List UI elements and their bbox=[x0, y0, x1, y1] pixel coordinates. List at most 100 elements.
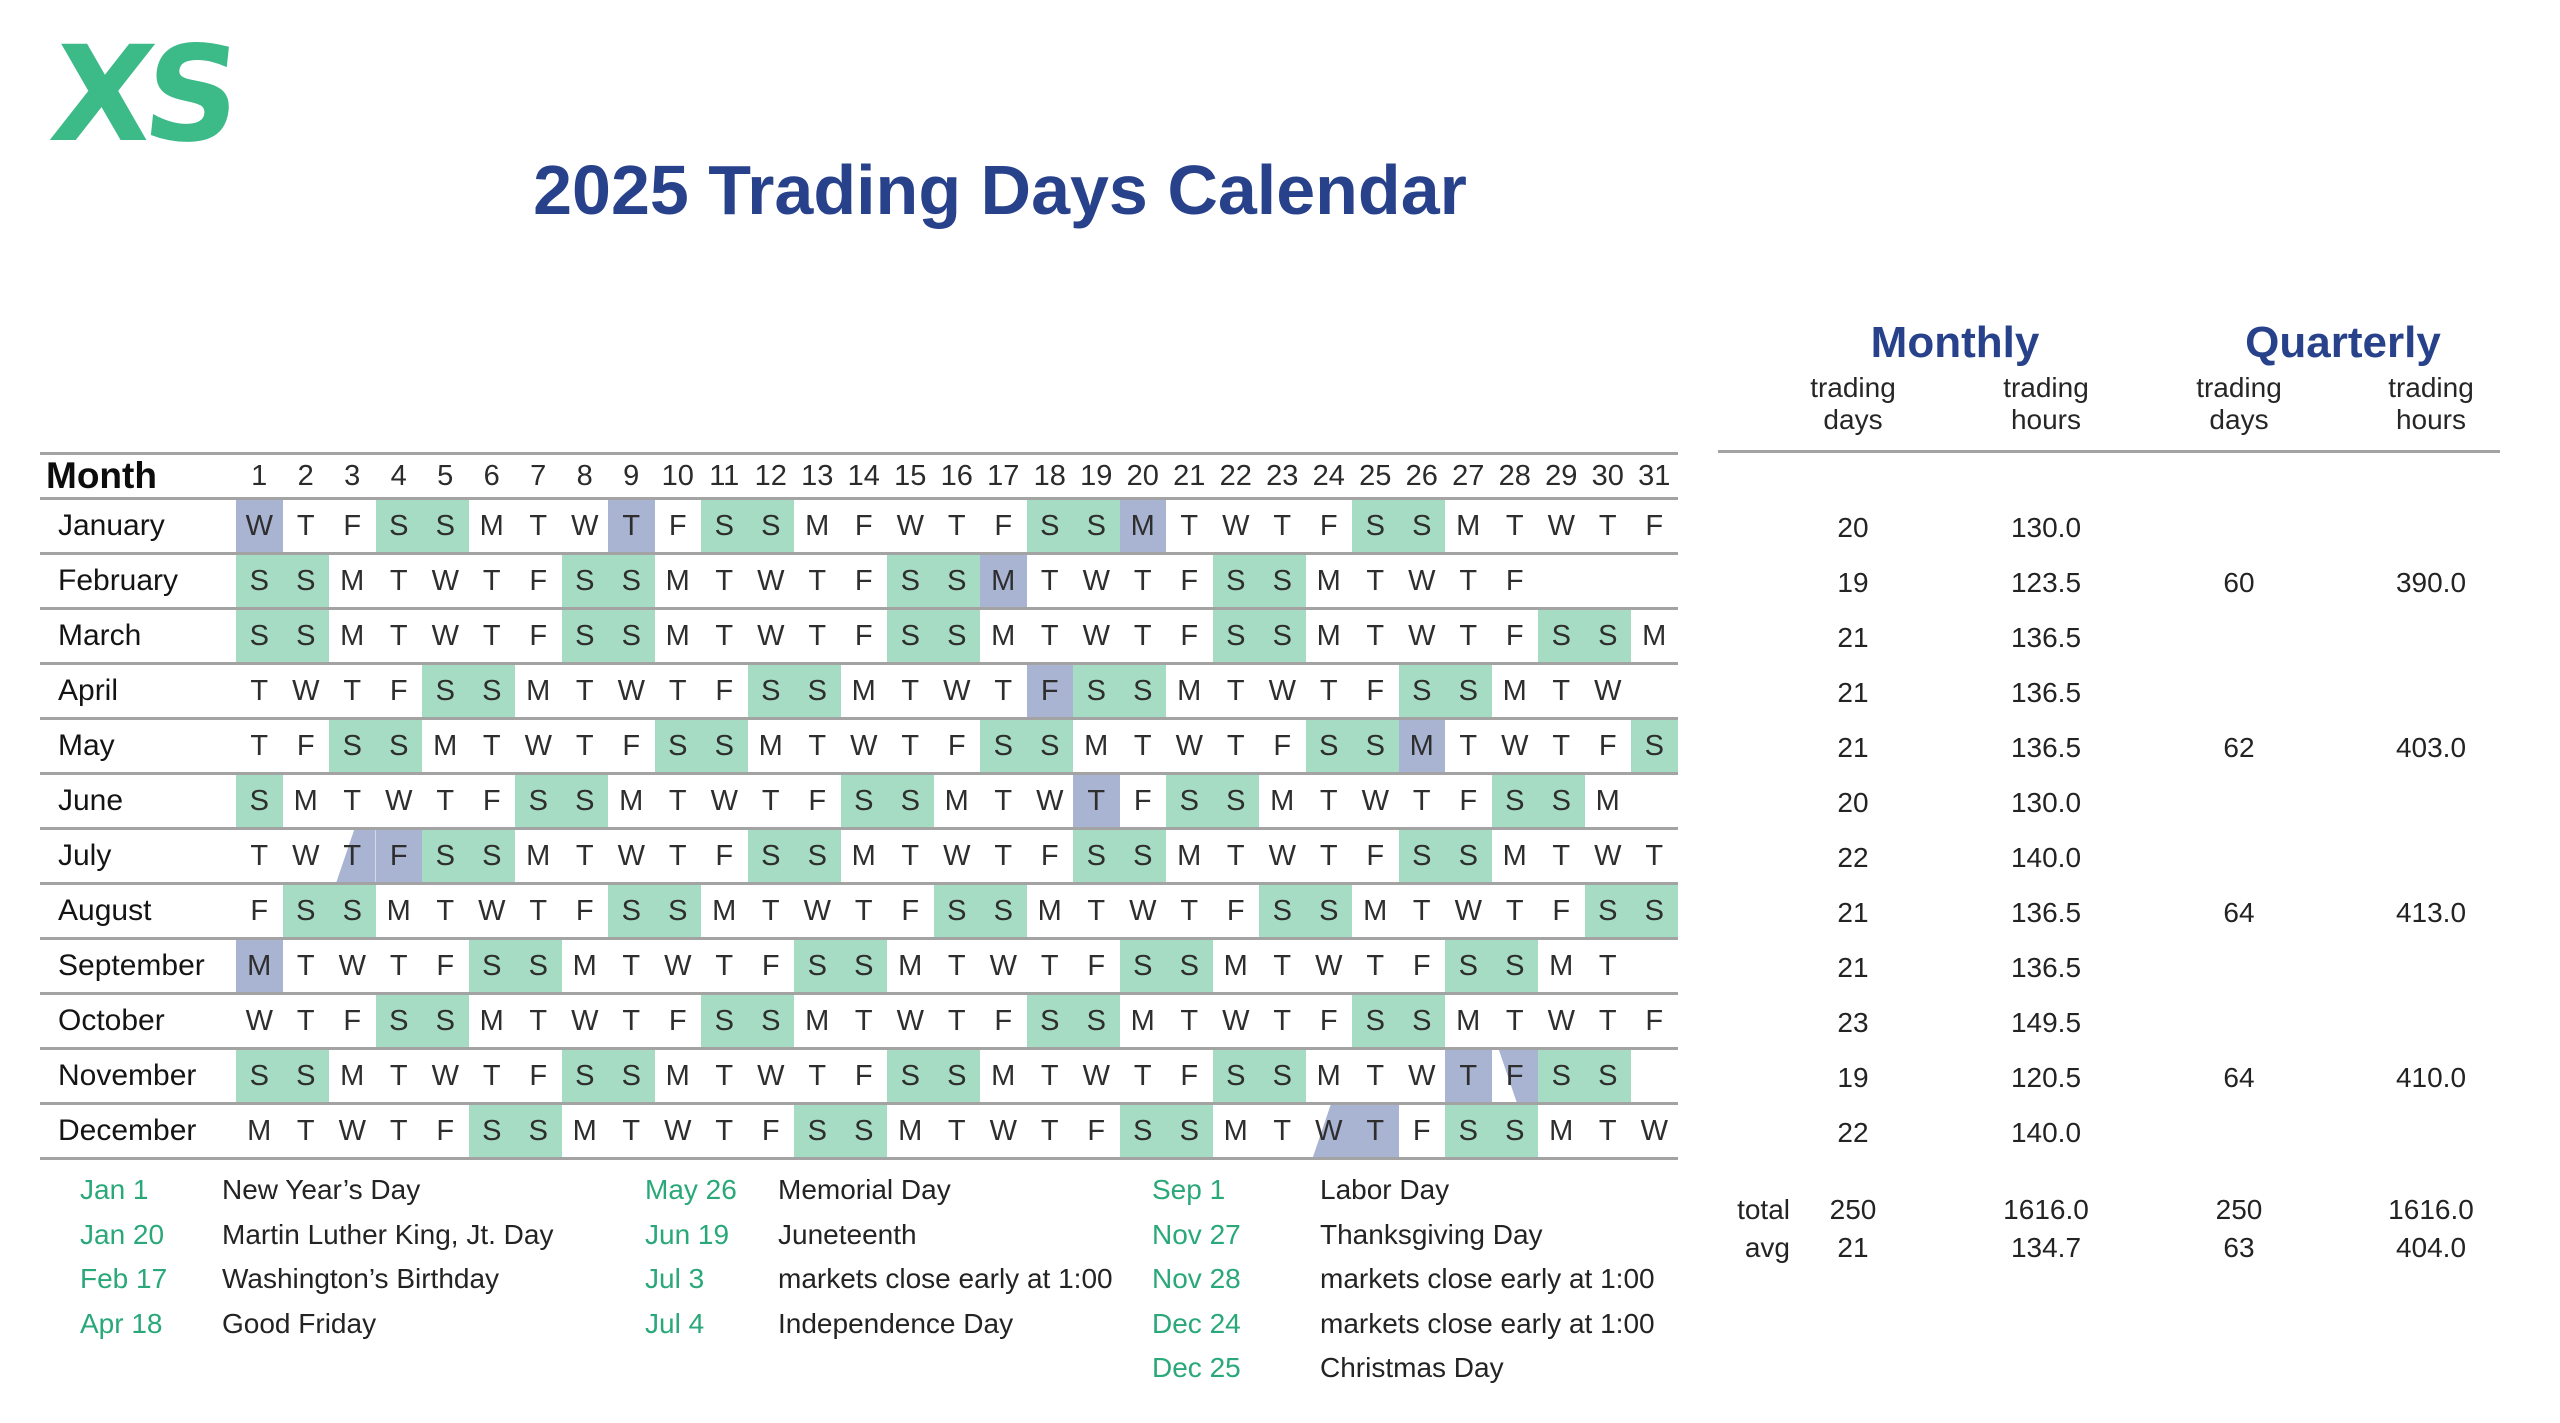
month-label-august: August bbox=[58, 894, 152, 927]
day-number-12: 12 bbox=[754, 459, 787, 492]
avg-label: avg bbox=[1744, 1232, 1790, 1263]
day-cell-november-10: M bbox=[665, 1059, 690, 1092]
day-cell-june-10: T bbox=[668, 784, 687, 817]
monthly-hours-june: 130.0 bbox=[2010, 786, 2082, 818]
day-cell-april-6: S bbox=[468, 665, 515, 717]
day-cell-december-29: M bbox=[1549, 1114, 1574, 1147]
day-cell-february-3: M bbox=[340, 564, 365, 597]
monthly-hours-february: 123.5 bbox=[2010, 566, 2082, 598]
day-cell-october-27: M bbox=[1456, 1004, 1481, 1037]
day-cell-october-30: T bbox=[1598, 1004, 1617, 1037]
quarterly-hours-q2: 403.0 bbox=[2395, 731, 2467, 763]
day-cell-november-20: T bbox=[1133, 1059, 1152, 1092]
day-cell-may-6: T bbox=[482, 729, 501, 762]
month-row-april: April T W T F S S M T W T F S S M T W T F S S M T W T F S S M T W bbox=[40, 665, 1678, 720]
monthly-days-march: 21 bbox=[1837, 621, 1869, 653]
day-cell-november-2: S bbox=[282, 1050, 329, 1102]
day-cell-november-14: F bbox=[854, 1059, 873, 1092]
quarterly-days-q3: 64 bbox=[2223, 896, 2255, 928]
day-number-14: 14 bbox=[847, 459, 880, 492]
legend-label-2-4: Christmas Day bbox=[1320, 1352, 1504, 1384]
day-cell-april-21: M bbox=[1177, 674, 1202, 707]
month-row-february: February S S M T W T F S S M T W T F S S M T W T F S S M T W T F bbox=[40, 555, 1678, 610]
day-cell-may-17: S bbox=[980, 720, 1027, 772]
day-cell-may-28: W bbox=[1501, 729, 1529, 762]
day-number-23: 23 bbox=[1266, 459, 1299, 492]
day-cell-april-27: S bbox=[1445, 665, 1492, 717]
day-cell-november-13: T bbox=[808, 1059, 827, 1092]
day-cell-august-19: T bbox=[1087, 894, 1106, 927]
day-cell-november-23: S bbox=[1259, 1050, 1306, 1102]
day-cell-april-26: S bbox=[1398, 665, 1445, 717]
day-cell-september-5: F bbox=[436, 949, 455, 982]
day-cell-june-13: F bbox=[808, 784, 827, 817]
day-cell-december-15: M bbox=[898, 1114, 923, 1147]
day-cell-january-26: S bbox=[1398, 500, 1445, 552]
day-cell-january-29: W bbox=[1547, 509, 1575, 542]
day-cell-august-4: M bbox=[386, 894, 411, 927]
day-cell-november-29: S bbox=[1538, 1050, 1585, 1102]
day-cell-march-26: W bbox=[1408, 619, 1436, 652]
quarterly-trading-hours-label: trading hours bbox=[2388, 372, 2474, 435]
day-cell-june-4: W bbox=[385, 784, 413, 817]
day-cell-october-3: F bbox=[343, 1004, 362, 1037]
day-cell-may-20: T bbox=[1133, 729, 1152, 762]
day-cell-august-22: F bbox=[1226, 894, 1245, 927]
day-cell-february-26: W bbox=[1408, 564, 1436, 597]
day-cell-september-29: M bbox=[1549, 949, 1574, 982]
day-cell-july-3: T bbox=[329, 830, 376, 882]
day-cell-january-31: F bbox=[1645, 509, 1664, 542]
monthly-days-may: 21 bbox=[1837, 731, 1869, 763]
day-cell-december-17: W bbox=[989, 1114, 1017, 1147]
day-cell-april-19: S bbox=[1073, 665, 1120, 717]
day-cell-february-13: T bbox=[808, 564, 827, 597]
day-cell-september-20: S bbox=[1119, 940, 1166, 992]
quarterly-trading-days-label: trading days bbox=[2196, 372, 2282, 435]
day-cell-july-18: F bbox=[1040, 839, 1059, 872]
day-cell-december-3: W bbox=[338, 1114, 366, 1147]
day-cell-february-17: M bbox=[980, 555, 1027, 607]
day-cell-june-12: T bbox=[761, 784, 780, 817]
day-cell-december-18: T bbox=[1040, 1114, 1059, 1147]
day-cell-june-1: S bbox=[236, 775, 283, 827]
month-row-march: March S S M T W T F S S M T W T F S S M T W T F S S M T W T F S S M bbox=[40, 610, 1678, 665]
day-cell-november-6: T bbox=[482, 1059, 501, 1092]
legend-label-0-1: Martin Luther King, Jt. Day bbox=[222, 1218, 554, 1250]
day-number-11: 11 bbox=[709, 459, 740, 492]
day-cell-january-23: T bbox=[1273, 509, 1292, 542]
calendar-header-row: Month 1 2 3 4 5 6 7 8 9 10 11 12 13 14 15 16 17 18 19 20 21 22… bbox=[40, 452, 1678, 500]
day-cell-november-16: S bbox=[933, 1050, 980, 1102]
day-number-18: 18 bbox=[1033, 459, 1066, 492]
legend-label-2-1: Thanksgiving Day bbox=[1320, 1218, 1543, 1250]
day-cell-july-23: W bbox=[1268, 839, 1296, 872]
day-cell-january-13: M bbox=[805, 509, 830, 542]
monthly-trading-days-label: trading days bbox=[1810, 372, 1896, 435]
day-cell-february-7: F bbox=[529, 564, 548, 597]
xs-logo: XS bbox=[43, 18, 239, 172]
day-cell-march-3: M bbox=[340, 619, 365, 652]
day-cell-july-17: T bbox=[994, 839, 1013, 872]
day-cell-december-4: T bbox=[389, 1114, 408, 1147]
day-cell-july-21: M bbox=[1177, 839, 1202, 872]
day-cell-february-15: S bbox=[887, 555, 934, 607]
day-cell-november-18: T bbox=[1040, 1059, 1059, 1092]
day-cell-july-7: M bbox=[526, 839, 551, 872]
month-label-june: June bbox=[58, 784, 124, 817]
day-cell-october-21: T bbox=[1180, 1004, 1199, 1037]
day-cell-july-16: W bbox=[943, 839, 971, 872]
day-cell-february-27: T bbox=[1459, 564, 1478, 597]
day-cell-june-18: W bbox=[1036, 784, 1064, 817]
day-cell-march-6: T bbox=[482, 619, 501, 652]
legend-date-0-3: Apr 18 bbox=[80, 1307, 163, 1339]
day-number-30: 30 bbox=[1591, 459, 1624, 492]
day-cell-april-3: T bbox=[343, 674, 362, 707]
day-cell-january-18: S bbox=[1026, 500, 1073, 552]
day-cell-december-1: M bbox=[247, 1114, 272, 1147]
month-row-june: June S M T W T F S S M T W T F S S M T W T F S S M T W T F S S M bbox=[40, 775, 1678, 830]
day-cell-october-22: W bbox=[1222, 1004, 1250, 1037]
day-cell-october-31: F bbox=[1645, 1004, 1664, 1037]
day-cell-march-18: T bbox=[1040, 619, 1059, 652]
quarterly-hours-q1: 390.0 bbox=[2395, 566, 2467, 598]
day-cell-september-24: W bbox=[1315, 949, 1343, 982]
day-cell-may-11: S bbox=[701, 720, 748, 772]
